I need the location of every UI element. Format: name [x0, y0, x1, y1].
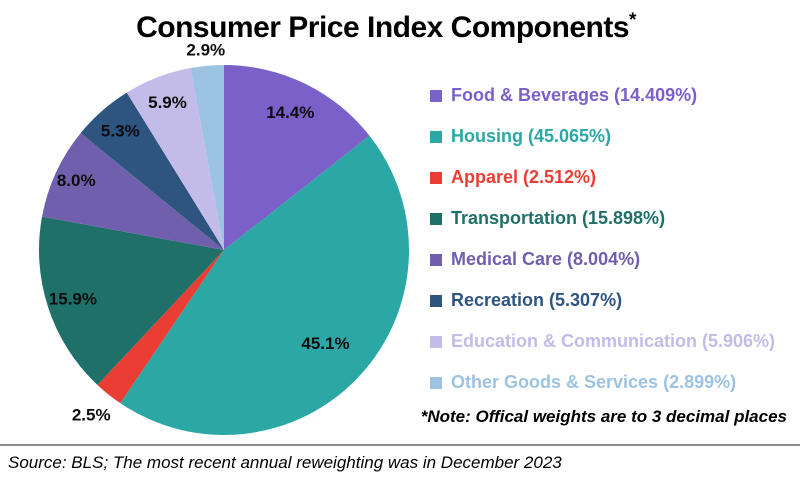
- pie-label-housing: 45.1%: [301, 334, 349, 353]
- legend-label: Medical Care (8.004%): [451, 249, 641, 269]
- legend-label: Recreation (5.307%): [451, 290, 623, 310]
- legend: Food & Beverages (14.409%) Housing (45.06…: [430, 75, 775, 403]
- pie-label-medical-care: 8.0%: [57, 171, 96, 190]
- legend-item-medical-care[interactable]: Medical Care (8.004%): [430, 239, 775, 280]
- legend-item-housing[interactable]: Housing (45.065%): [430, 116, 775, 157]
- pie-label-education-communication: 5.9%: [148, 93, 187, 112]
- legend-swatch-icon: [430, 130, 442, 143]
- footnote: *Note: Offical weights are to 3 decimal …: [420, 407, 787, 426]
- pie-slice-food-beverages[interactable]: [224, 65, 370, 250]
- pie-slice-education-communication[interactable]: [126, 68, 224, 250]
- legend-item-transportation[interactable]: Transportation (15.898%): [430, 198, 775, 239]
- legend-item-recreation[interactable]: Recreation (5.307%): [430, 280, 775, 321]
- pie-slice-medical-care[interactable]: [42, 133, 224, 250]
- legend-item-apparel[interactable]: Apparel (2.512%): [430, 157, 775, 198]
- legend-item-education-communication[interactable]: Education & Communication (5.906%): [430, 321, 775, 362]
- legend-label: Housing (45.065%): [451, 126, 612, 146]
- legend-label: Transportation (15.898%): [451, 208, 666, 228]
- pie-slice-apparel[interactable]: [97, 250, 224, 404]
- chart-title-asterisk: *: [629, 10, 636, 31]
- legend-swatch-icon: [430, 212, 442, 225]
- chart-title: Consumer Price Index Components*: [0, 10, 772, 45]
- pie-slice-recreation[interactable]: [80, 92, 224, 250]
- legend-item-other-goods-services[interactable]: Other Goods & Services (2.899%): [430, 362, 775, 403]
- pie-slice-transportation[interactable]: [39, 216, 224, 385]
- legend-label: Apparel (2.512%): [451, 167, 597, 187]
- divider: [0, 444, 800, 446]
- pie-slice-other-goods-services[interactable]: [190, 65, 224, 250]
- legend-swatch-icon: [430, 335, 442, 348]
- source-line: Source: BLS; The most recent annual rewe…: [8, 453, 562, 472]
- pie-slice-housing[interactable]: [120, 135, 410, 436]
- pie-label-food-beverages: 14.4%: [266, 103, 314, 122]
- legend-label: Education & Communication (5.906%): [451, 331, 776, 351]
- legend-swatch-icon: [430, 253, 442, 266]
- pie-label-apparel: 2.5%: [72, 406, 111, 425]
- legend-swatch-icon: [430, 171, 442, 184]
- legend-swatch-icon: [430, 89, 442, 102]
- legend-item-food-beverages[interactable]: Food & Beverages (14.409%): [430, 75, 775, 116]
- pie-label-recreation: 5.3%: [101, 121, 140, 140]
- legend-swatch-icon: [430, 376, 442, 389]
- legend-label: Other Goods & Services (2.899%): [451, 372, 737, 392]
- legend-swatch-icon: [430, 294, 442, 307]
- pie-chart: 14.4% 45.1% 2.5% 15.9% 8.0% 5.3% 5.9% 2.9%: [39, 40, 410, 436]
- chart-title-text: Consumer Price Index Components: [136, 11, 630, 44]
- pie-label-other-goods-services: 2.9%: [186, 40, 225, 59]
- pie-label-transportation: 15.9%: [49, 289, 97, 308]
- legend-label: Food & Beverages (14.409%): [451, 85, 698, 105]
